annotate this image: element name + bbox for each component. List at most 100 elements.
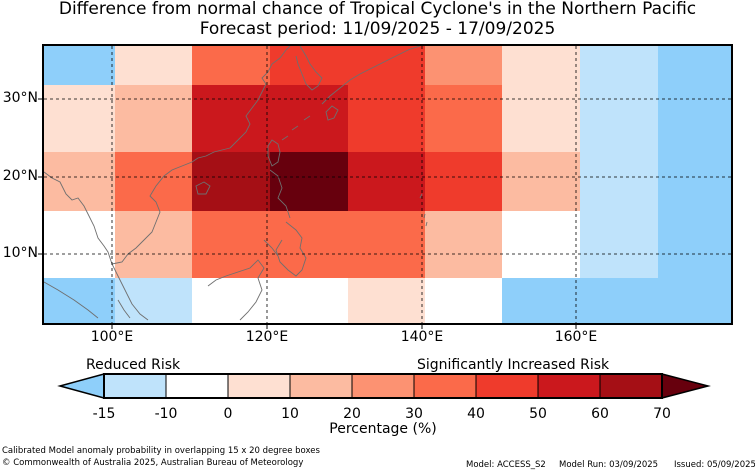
grid-cell — [425, 85, 502, 152]
mariana-islands — [419, 193, 428, 227]
increased-risk-label: Significantly Increased Risk — [417, 357, 610, 373]
lat-tick-20n: 20°N — [2, 168, 38, 184]
colorbar-over-arrow — [661, 373, 711, 399]
grid-cell — [44, 278, 115, 323]
colorbar — [57, 373, 711, 399]
footer-issued: Issued: 05/09/2025 — [674, 460, 755, 470]
colorbar-tick: 70 — [653, 406, 671, 422]
colorbar-tick: 10 — [281, 406, 299, 422]
grid-cell — [502, 211, 580, 278]
borneo-coastline — [207, 259, 265, 321]
colorbar-under-arrow — [57, 373, 105, 399]
colorbar-tick: -15 — [92, 406, 116, 422]
grid-cell — [270, 278, 348, 323]
ryukyu-islands — [281, 115, 311, 141]
grid-cell — [44, 85, 115, 152]
grid-cell — [580, 152, 658, 211]
coastlines — [43, 45, 428, 321]
philippines-coastline — [263, 169, 307, 277]
map-frame — [42, 44, 733, 325]
colorbar-axis-label: Percentage (%) — [329, 421, 437, 437]
lat-tick-10n: 10°N — [2, 245, 38, 261]
grid-cell — [580, 278, 658, 323]
colorbar-bin — [537, 373, 601, 399]
grid-cell — [580, 211, 658, 278]
grid-cell — [425, 152, 502, 211]
forecast-period: Forecast period: 11/09/2025 - 17/09/2025 — [199, 19, 556, 39]
colorbar-tick: 40 — [467, 406, 485, 422]
grid-cell — [658, 278, 732, 323]
taiwan-coastline — [267, 139, 281, 167]
colorbar-frame — [103, 373, 663, 399]
grid-cell — [115, 46, 192, 85]
lon-tick-100e: 100°E — [90, 329, 134, 345]
china-coastline — [229, 45, 291, 149]
footer-model-run: Model Run: 03/09/2025 — [559, 460, 659, 470]
colorbar-bin — [475, 373, 539, 399]
indochina-coastline — [43, 147, 231, 321]
colorbar-bin — [599, 373, 663, 399]
grid-cell — [115, 152, 192, 211]
grid-cell — [44, 46, 115, 85]
grid-cell — [658, 152, 732, 211]
grid-cell — [502, 278, 580, 323]
colorbar-tick: 20 — [343, 406, 361, 422]
grid-cell — [658, 46, 732, 85]
probability-grid — [44, 46, 732, 323]
lat-tick-30n: 30°N — [2, 90, 38, 106]
grid-cell — [192, 152, 270, 211]
colorbar-tick: 60 — [591, 406, 609, 422]
grid-cell — [192, 278, 270, 323]
colorbar-bin — [413, 373, 477, 399]
lon-tick-160e: 160°E — [554, 329, 598, 345]
colorbar-tick: 0 — [223, 406, 233, 422]
colorbar-bins — [103, 373, 663, 399]
korea-coastline — [295, 45, 323, 91]
grid-cell — [44, 152, 115, 211]
map-title: Difference from normal chance of Tropica… — [58, 0, 697, 19]
lon-tick-140e: 140°E — [400, 329, 444, 345]
footer-copyright: © Commonwealth of Australia 2025, Austra… — [2, 458, 304, 468]
grid-cell — [502, 46, 580, 85]
colorbar-bin — [289, 373, 353, 399]
grid-cell — [425, 278, 502, 323]
grid-cell — [192, 211, 270, 278]
grid-cell — [348, 46, 425, 85]
colorbar-tick: 30 — [405, 406, 423, 422]
grid-cell — [658, 211, 732, 278]
sumatra-coastline — [43, 281, 131, 319]
grid-cell — [580, 85, 658, 152]
grid-cell — [502, 85, 580, 152]
grid-cell — [348, 278, 425, 323]
grid-cell — [115, 85, 192, 152]
footer-method-note: Calibrated Model anomaly probability in … — [2, 446, 320, 456]
grid-cell — [502, 152, 580, 211]
grid-cell — [270, 211, 348, 278]
japan-coastline — [321, 45, 421, 105]
grid-cell — [658, 85, 732, 152]
grid-cell — [348, 211, 425, 278]
grid-cell — [348, 152, 425, 211]
grid-cell — [115, 211, 192, 278]
hainan-coastline — [195, 181, 211, 195]
grid-cell — [270, 46, 348, 85]
kyushu-coastline — [325, 105, 339, 121]
grid-cell — [580, 46, 658, 85]
grid-cell — [115, 278, 192, 323]
colorbar-bin — [351, 373, 415, 399]
grid-cell — [270, 152, 348, 211]
grid-cell — [192, 85, 270, 152]
grid-cell — [44, 211, 115, 278]
reduced-risk-label: Reduced Risk — [86, 357, 181, 373]
graticule — [44, 46, 732, 323]
grid-cell — [425, 211, 502, 278]
lon-tick-120e: 120°E — [245, 329, 289, 345]
grid-cell — [348, 85, 425, 152]
colorbar-tick: -10 — [154, 406, 178, 422]
colorbar-bin — [103, 373, 167, 399]
tick-marks — [38, 98, 577, 329]
colorbar-tick: 50 — [529, 406, 547, 422]
grid-cell — [425, 46, 502, 85]
grid-cell — [270, 85, 348, 152]
